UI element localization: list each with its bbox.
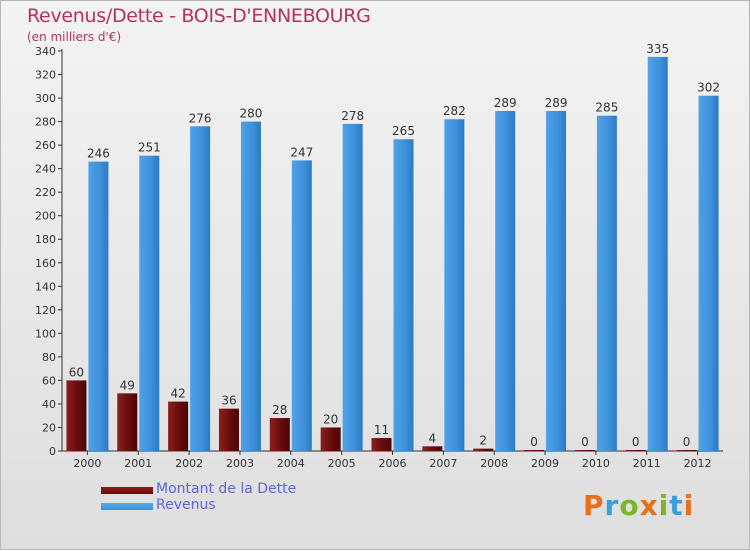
data-label-dette: 36 — [221, 394, 236, 408]
x-tick-label: 2005 — [328, 457, 356, 470]
bar-dette — [168, 401, 189, 451]
y-tick-label: 300 — [35, 92, 56, 105]
x-tick-label: 2000 — [73, 457, 101, 470]
data-label-revenus: 276 — [189, 111, 212, 125]
bar-revenus — [647, 56, 668, 451]
bar-revenus — [546, 111, 567, 451]
logo-letter: i — [683, 489, 695, 522]
y-tick-label: 240 — [35, 163, 56, 176]
y-tick-label: 220 — [35, 186, 56, 199]
data-label-revenus: 278 — [341, 109, 364, 123]
data-label-dette: 28 — [272, 403, 287, 417]
y-tick-label: 320 — [35, 69, 56, 82]
y-tick-label: 200 — [35, 210, 56, 223]
bar-dette — [320, 427, 341, 451]
bar-dette — [66, 380, 87, 451]
y-tick-label: 340 — [35, 45, 56, 58]
logo-letter: i — [658, 489, 670, 522]
bar-dette — [473, 448, 494, 451]
bar-revenus — [495, 111, 516, 451]
y-tick-label: 40 — [42, 398, 56, 411]
data-label-revenus: 289 — [494, 96, 517, 110]
logo-letter: o — [619, 489, 640, 522]
data-label-revenus: 246 — [87, 147, 110, 161]
bar-revenus — [139, 155, 160, 452]
data-label-dette: 20 — [323, 412, 338, 426]
x-tick-label: 2007 — [429, 457, 457, 470]
logo-letter: t — [669, 489, 684, 522]
bar-revenus — [596, 115, 617, 452]
bar-revenus — [88, 161, 109, 451]
legend-label-dette: Montant de la Dette — [156, 481, 297, 497]
bar-dette — [625, 450, 646, 451]
bar-revenus — [190, 126, 211, 451]
y-tick-label: 260 — [35, 139, 56, 152]
data-label-dette: 60 — [69, 365, 84, 379]
y-tick-label: 120 — [35, 304, 56, 317]
y-tick-label: 60 — [42, 374, 56, 387]
bar-dette — [422, 446, 443, 451]
logo-letter: x — [639, 489, 659, 522]
bar-revenus — [698, 95, 719, 452]
legend-label-revenus: Revenus — [156, 497, 216, 513]
data-label-dette: 0 — [683, 435, 691, 449]
bar-dette — [269, 418, 290, 451]
logo-letter: r — [604, 489, 620, 522]
data-label-dette: 11 — [374, 423, 389, 437]
y-tick-label: 160 — [35, 257, 56, 270]
chart-subtitle: (en milliers d'€) — [27, 30, 122, 44]
data-label-dette: 42 — [170, 387, 185, 401]
y-tick-label: 180 — [35, 233, 56, 246]
legend-swatch-revenus — [101, 503, 153, 510]
bar-dette — [371, 438, 392, 451]
data-label-revenus: 265 — [392, 124, 415, 138]
x-tick-label: 2008 — [480, 457, 508, 470]
x-tick-label: 2009 — [531, 457, 559, 470]
data-label-dette: 0 — [632, 435, 640, 449]
data-label-revenus: 289 — [545, 96, 568, 110]
data-label-revenus: 251 — [138, 141, 161, 155]
proxiti-logo: Proxiti — [583, 489, 694, 522]
y-tick-label: 140 — [35, 280, 56, 293]
data-label-dette: 2 — [479, 434, 487, 448]
data-label-dette: 0 — [581, 435, 589, 449]
bar-revenus — [240, 121, 261, 452]
chart-title: Revenus/Dette - BOIS-D'ENNEBOURG — [27, 5, 371, 27]
data-label-revenus: 335 — [646, 42, 669, 56]
x-tick-label: 2004 — [277, 457, 305, 470]
bar-revenus — [393, 139, 414, 451]
x-tick-label: 2006 — [379, 457, 407, 470]
bar-dette — [676, 450, 697, 451]
bar-dette — [574, 450, 595, 451]
data-label-revenus: 282 — [443, 104, 466, 118]
x-tick-label: 2011 — [633, 457, 661, 470]
bar-dette — [524, 450, 545, 451]
bar-revenus — [342, 123, 363, 452]
data-label-dette: 49 — [120, 378, 135, 392]
x-tick-label: 2002 — [175, 457, 203, 470]
data-label-dette: 4 — [429, 431, 437, 445]
data-label-revenus: 285 — [595, 101, 618, 115]
x-tick-label: 2012 — [684, 457, 712, 470]
data-label-revenus: 302 — [697, 81, 720, 95]
bar-revenus — [291, 160, 312, 452]
y-tick-label: 0 — [49, 445, 56, 458]
bar-dette — [218, 408, 239, 451]
x-tick-label: 2010 — [582, 457, 610, 470]
y-tick-label: 100 — [35, 327, 56, 340]
data-label-revenus: 280 — [240, 107, 263, 121]
logo-letter: P — [583, 489, 605, 522]
bar-revenus — [444, 119, 465, 451]
bar-dette — [117, 393, 138, 451]
y-tick-label: 80 — [42, 351, 56, 364]
x-tick-label: 2003 — [226, 457, 254, 470]
y-tick-label: 20 — [42, 421, 56, 434]
x-tick-label: 2001 — [124, 457, 152, 470]
legend-swatch-dette — [101, 487, 153, 494]
data-label-revenus: 247 — [290, 145, 313, 159]
y-tick-label: 280 — [35, 116, 56, 129]
data-label-dette: 0 — [530, 435, 538, 449]
